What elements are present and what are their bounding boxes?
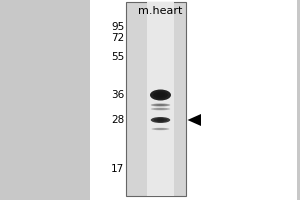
Ellipse shape: [157, 108, 164, 110]
Ellipse shape: [154, 108, 167, 110]
Bar: [90, 0, 297, 200]
Text: 55: 55: [111, 52, 124, 62]
Ellipse shape: [151, 108, 170, 110]
Ellipse shape: [154, 118, 167, 122]
Ellipse shape: [152, 128, 169, 130]
Ellipse shape: [150, 90, 171, 100]
Bar: [126, 2, 186, 196]
Text: m.heart: m.heart: [138, 6, 183, 16]
Ellipse shape: [154, 104, 167, 106]
Text: 36: 36: [111, 90, 124, 100]
Text: 17: 17: [111, 164, 124, 174]
Ellipse shape: [151, 104, 170, 106]
Ellipse shape: [154, 128, 167, 130]
Ellipse shape: [157, 119, 164, 121]
Ellipse shape: [156, 93, 165, 97]
Ellipse shape: [153, 91, 168, 99]
Text: 72: 72: [111, 33, 124, 43]
Text: 28: 28: [111, 115, 124, 125]
Polygon shape: [188, 114, 201, 126]
Text: 95: 95: [111, 22, 124, 32]
Bar: [147, 2, 174, 196]
Ellipse shape: [151, 117, 170, 123]
Ellipse shape: [157, 104, 164, 106]
